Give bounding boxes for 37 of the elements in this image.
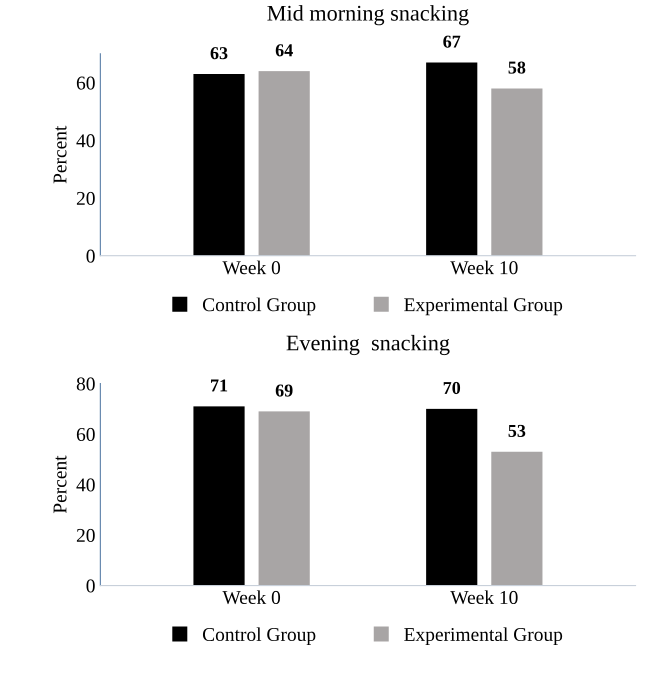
bar — [193, 74, 245, 256]
legend-label: Control Group — [202, 298, 316, 316]
x-tick-label: Week 10 — [450, 590, 518, 604]
y-tick-label: 40 — [76, 478, 95, 492]
bar — [491, 452, 542, 586]
y-tick-label: 80 — [76, 377, 95, 391]
data-label: 69 — [276, 384, 293, 397]
x-tick-label: Week 0 — [222, 260, 280, 274]
data-label: 63 — [210, 47, 228, 60]
bar — [491, 88, 542, 256]
y-tick-label: 60 — [76, 76, 95, 90]
y-tick-label: 20 — [76, 192, 95, 205]
legend-label: Control Group — [202, 627, 316, 645]
data-label: 64 — [276, 44, 293, 56]
y-axis-title: Percent — [54, 456, 67, 514]
y-tick-label: 0 — [86, 579, 95, 592]
y-axis-title: Percent — [54, 126, 67, 184]
y-tick-label: 40 — [76, 134, 95, 148]
bar — [426, 62, 478, 256]
y-tick-label: 60 — [76, 428, 95, 442]
data-label: 53 — [508, 424, 526, 437]
bar — [193, 406, 245, 586]
legend-label: Experimental Group — [404, 627, 562, 645]
y-tick-label: 20 — [76, 528, 95, 542]
legend-label: Experimental Group — [404, 298, 562, 316]
bar — [258, 71, 310, 256]
bar — [258, 411, 310, 586]
data-label: 67 — [443, 36, 460, 48]
x-tick-label: Week 10 — [450, 260, 518, 274]
x-tick-label: Week 0 — [222, 590, 280, 604]
y-tick-label: 0 — [86, 250, 95, 263]
data-label: 71 — [211, 379, 228, 392]
data-label: 58 — [508, 61, 526, 74]
chart-title: Mid morning snacking — [267, 5, 469, 26]
data-label: 70 — [444, 382, 460, 394]
chart-title: Evening snacking — [286, 334, 450, 356]
bar — [426, 408, 478, 586]
